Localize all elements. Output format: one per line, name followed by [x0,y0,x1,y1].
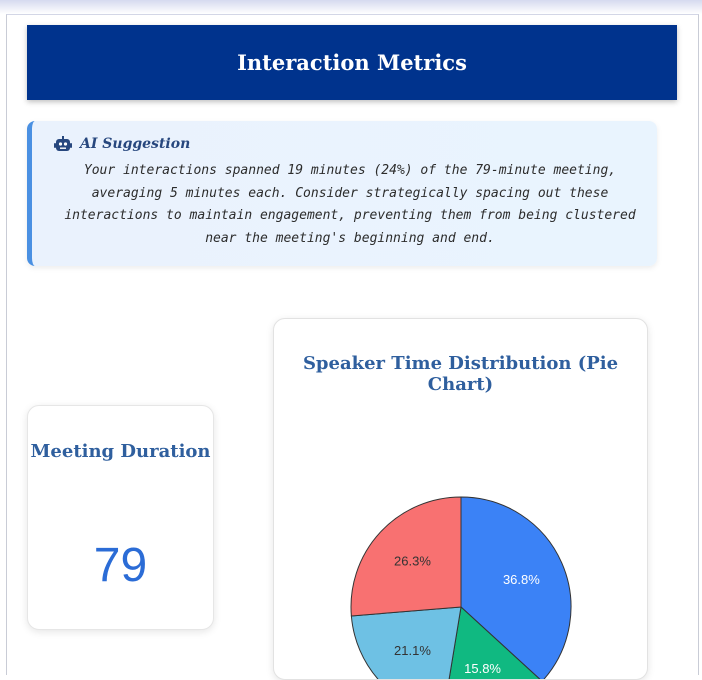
pie-slice-2[interactable] [350,606,462,679]
header-banner: Interaction Metrics [27,25,677,100]
speaker-time-chart-card: Speaker Time Distribution (Pie Chart) 36… [273,318,648,680]
pie-label-0: 36.8% [503,572,540,587]
pie-label-2: 21.1% [394,643,431,658]
pie-chart: 36.8% 15.8% 21.1% 26.3% [350,496,572,679]
chart-title: Speaker Time Distribution (Pie Chart) [302,353,619,395]
robot-icon [54,136,72,152]
pie-slice-1[interactable] [443,606,542,679]
meeting-duration-card: Meeting Duration 79 [27,405,214,630]
pie-label-3: 26.3% [394,554,431,569]
ai-suggestion-panel: AI Suggestion Your interactions spanned … [27,121,657,266]
pie-label-1: 15.8% [464,661,501,676]
meeting-duration-label: Meeting Duration [30,441,211,462]
ai-suggestion-text: Your interactions spanned 19 minutes (24… [64,163,636,246]
ai-suggestion-header: AI Suggestion [54,136,190,152]
pie-slice-3[interactable] [350,496,462,617]
ai-suggestion-title: AI Suggestion [80,136,191,152]
top-shadow [0,0,702,14]
page-title: Interaction Metrics [237,50,467,75]
meeting-duration-value: 79 [93,539,148,592]
pie-slice-0[interactable] [460,496,572,679]
